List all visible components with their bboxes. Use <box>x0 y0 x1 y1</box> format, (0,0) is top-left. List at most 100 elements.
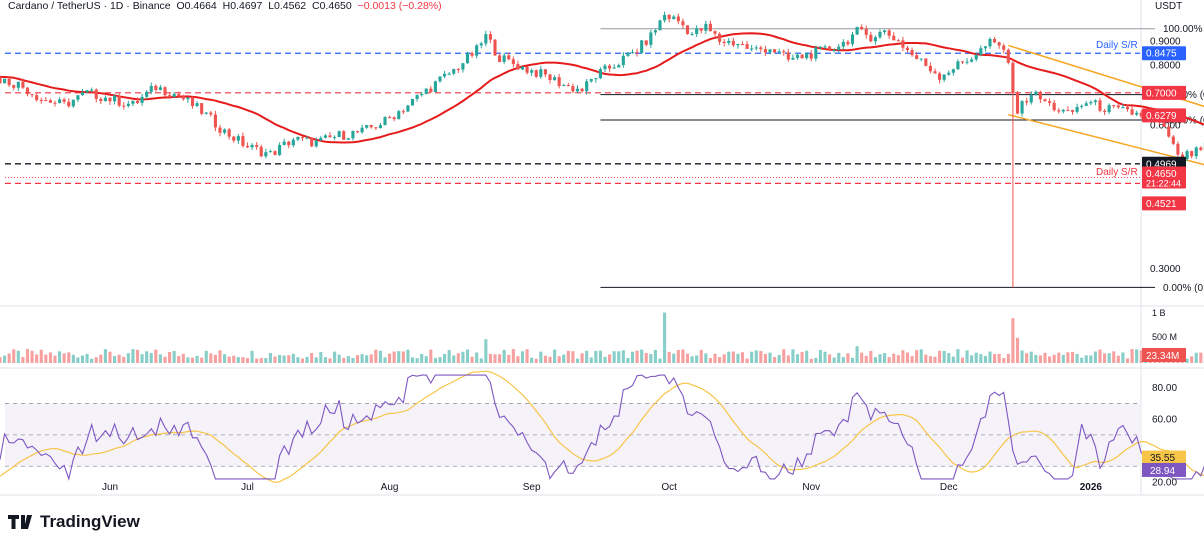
volume-bar <box>603 356 607 363</box>
volume-bar <box>126 353 130 363</box>
volume-bar <box>456 353 460 363</box>
volume-bar <box>181 353 185 363</box>
volume-bar <box>287 355 291 363</box>
candle-body <box>264 152 268 157</box>
volume-bar <box>617 351 621 363</box>
volume-bar <box>699 349 703 363</box>
volume-bar <box>250 350 254 363</box>
volume-bar <box>1135 349 1139 363</box>
candle-body <box>942 74 946 80</box>
price-label-text: 21:22:44 <box>1146 179 1181 189</box>
volume-bar <box>653 349 657 363</box>
candle-body <box>699 28 703 31</box>
volume-bar <box>1194 352 1198 363</box>
candle-body <box>21 81 25 88</box>
volume-bar <box>406 349 410 363</box>
candle-body <box>58 99 62 104</box>
tradingview-logo[interactable]: TradingView <box>8 512 140 532</box>
volume-bar <box>103 349 107 363</box>
volume-bar <box>319 352 323 363</box>
candle-body <box>658 20 662 31</box>
volume-bar <box>80 355 85 363</box>
candle-body <box>1130 109 1134 115</box>
volume-bar <box>791 349 795 363</box>
candle-body <box>245 145 250 148</box>
rsi-label-box <box>1142 462 1186 477</box>
y-tick-label: 0.8000 <box>1150 61 1181 72</box>
candle-body <box>1167 126 1171 137</box>
candle-body <box>768 49 772 53</box>
candle-body <box>575 88 580 92</box>
candle-body <box>896 40 900 42</box>
candle-body <box>35 95 39 101</box>
candle-body <box>278 144 282 155</box>
volume-bar <box>44 354 48 363</box>
volume-bar <box>525 349 529 363</box>
open-label: O <box>176 0 185 12</box>
volume-bar <box>1103 353 1107 363</box>
volume-bar <box>76 357 80 363</box>
volume-bar <box>915 350 919 363</box>
volume-bar <box>530 357 534 363</box>
brand-name: TradingView <box>40 512 140 531</box>
candle-body <box>1070 110 1075 112</box>
volume-bar <box>988 351 992 363</box>
price-label-box <box>1142 108 1186 123</box>
volume-bar <box>511 349 515 363</box>
volume-bar <box>300 358 305 363</box>
volume-bar <box>942 350 946 363</box>
volume-bar <box>649 354 653 363</box>
candle-body <box>837 46 841 50</box>
volume-bar <box>708 358 712 363</box>
candle-body <box>782 51 786 53</box>
volume-bar <box>424 356 428 363</box>
price-label-box <box>1142 196 1186 211</box>
candle-body <box>621 55 625 66</box>
volume-bar <box>346 356 350 363</box>
price-label-box <box>1142 46 1186 61</box>
volume-bar <box>278 354 282 363</box>
volume-bar <box>1116 355 1120 363</box>
candle-body <box>828 46 832 50</box>
candle-body <box>369 125 373 128</box>
sr-label: Daily S/R <box>1096 167 1138 178</box>
volume-bar <box>553 349 557 363</box>
candle-body <box>507 55 511 60</box>
candle-body <box>534 70 538 77</box>
candle-body <box>759 47 763 50</box>
volume-bar <box>759 350 763 363</box>
candle-body <box>388 117 392 119</box>
candle-body <box>149 85 153 92</box>
volume-bar <box>342 357 346 363</box>
candle-body <box>94 89 98 99</box>
volume-bar <box>479 358 483 363</box>
candle-body <box>883 30 887 33</box>
volume-bar <box>264 358 268 363</box>
candle-body <box>328 135 332 138</box>
volume-bar <box>53 355 57 363</box>
candle-body <box>1103 110 1107 112</box>
y-tick-label: 0.3000 <box>1150 264 1181 275</box>
volume-bar <box>736 353 740 363</box>
volume-bar <box>928 356 932 363</box>
candle-body <box>342 131 346 140</box>
candle-body <box>832 49 836 51</box>
volume-bar <box>548 356 552 363</box>
volume-bar <box>1130 349 1134 363</box>
price-label-text: 0.4521 <box>1146 199 1177 210</box>
volume-bar <box>1011 318 1015 363</box>
volume-bar <box>223 354 227 363</box>
candle-body <box>795 54 800 58</box>
volume-bar <box>310 352 314 363</box>
volume-bar <box>323 356 327 363</box>
candle-body <box>291 139 295 146</box>
volume-bar <box>438 357 442 363</box>
volume-bar <box>727 351 731 363</box>
volume-bar <box>232 355 236 363</box>
volume-bar <box>896 355 900 363</box>
volume-bar <box>172 350 176 363</box>
volume-bar <box>85 353 89 363</box>
volume-bar <box>745 358 749 363</box>
volume-bar <box>475 352 479 363</box>
